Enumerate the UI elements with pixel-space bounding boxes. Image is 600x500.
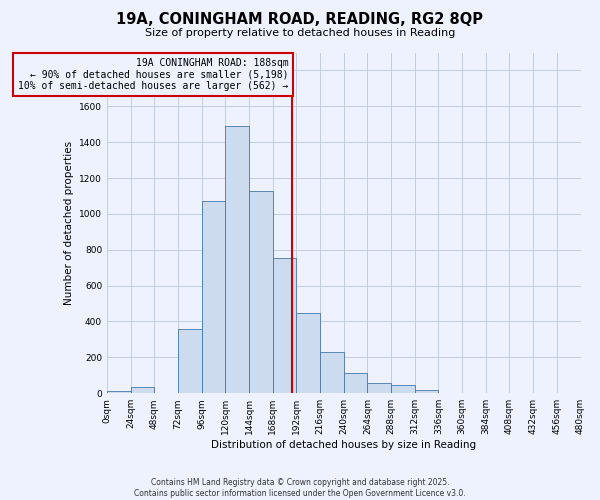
Bar [226,126,249,393]
Bar [296,314,320,393]
Bar [273,258,296,393]
Text: 19A, CONINGHAM ROAD, READING, RG2 8QP: 19A, CONINGHAM ROAD, READING, RG2 8QP [116,12,484,28]
Bar [178,328,202,393]
Text: Contains HM Land Registry data © Crown copyright and database right 2025.
Contai: Contains HM Land Registry data © Crown c… [134,478,466,498]
Text: Size of property relative to detached houses in Reading: Size of property relative to detached ho… [145,28,455,38]
Bar [344,372,367,393]
Bar [391,384,415,393]
Bar [415,390,439,393]
Bar [320,352,344,393]
Bar [249,192,273,393]
Bar [107,392,131,393]
Bar [367,383,391,393]
Text: 19A CONINGHAM ROAD: 188sqm
← 90% of detached houses are smaller (5,198)
10% of s: 19A CONINGHAM ROAD: 188sqm ← 90% of deta… [18,58,289,91]
Bar [202,202,226,393]
Y-axis label: Number of detached properties: Number of detached properties [64,141,74,305]
Bar [131,387,154,393]
X-axis label: Distribution of detached houses by size in Reading: Distribution of detached houses by size … [211,440,476,450]
